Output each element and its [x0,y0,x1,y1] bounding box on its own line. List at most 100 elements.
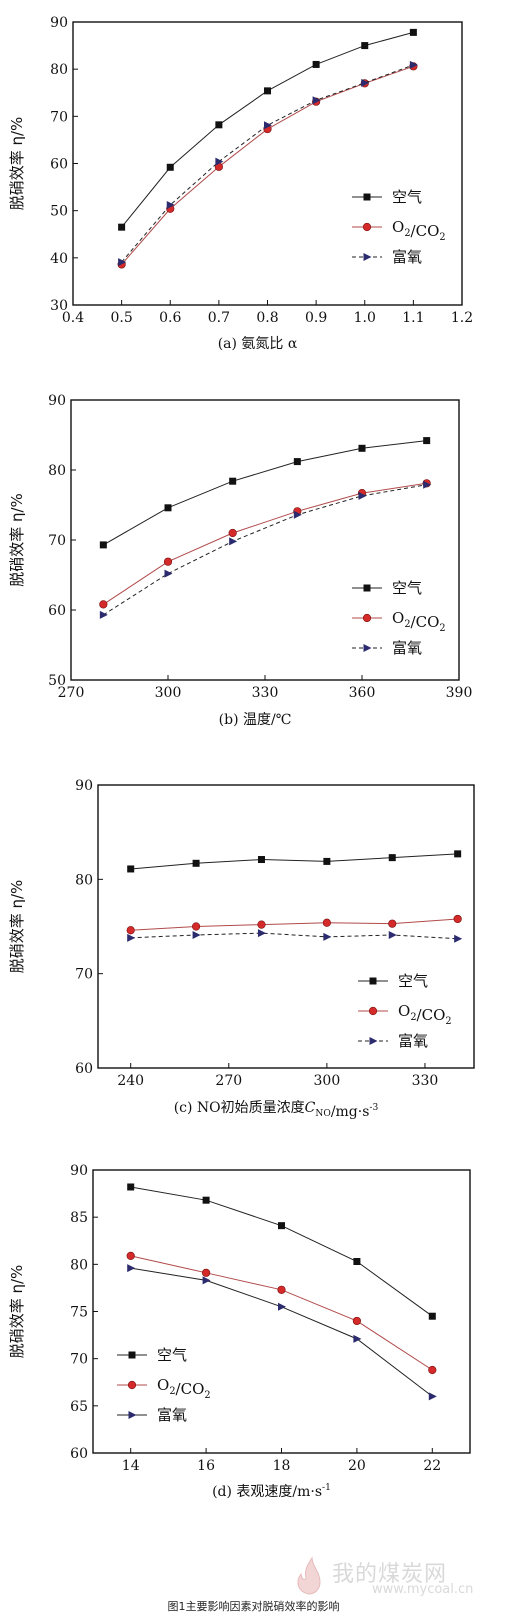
data-point [202,1196,210,1204]
legend-marker [363,584,371,592]
x-tick-label: 20 [348,1458,366,1474]
legend-marker [128,1351,136,1359]
y-tick-label: 90 [50,15,68,31]
data-point [353,1334,362,1343]
data-point [388,930,397,939]
series-line [103,482,427,605]
series-line [130,918,458,931]
y-tick-label: 80 [70,1257,88,1273]
data-point [423,437,431,445]
data-point [127,1183,135,1191]
series-air [127,850,462,873]
x-tick-label: 360 [349,685,376,701]
data-point [358,444,366,452]
legend-marker [128,1411,137,1419]
y-tick-label: 70 [70,1352,88,1368]
series-oxygen [127,929,463,943]
legend-label: 空气 [392,188,422,206]
data-point [192,930,201,939]
flame-logo-icon [297,1556,321,1595]
data-point [99,600,108,609]
legend-label: 富氧 [392,639,422,657]
data-point [312,60,320,68]
data-point [352,1316,362,1326]
y-tick-label: 85 [70,1210,88,1226]
x-tick-label: 0.6 [159,310,181,326]
y-tick-label: 70 [50,109,68,125]
series-o2co2 [126,914,462,935]
series-line [103,484,427,616]
chart-panel-a: 0.4 0.5 0.6 0.7 0.8 0.9 1.0 1.1 1.2 30 40 50 60 70 80 9… [8,15,473,352]
x-tick-label: 300 [314,1073,341,1089]
legend-marker [127,1380,137,1390]
x-tick-label: 330 [412,1073,439,1089]
data-point [409,28,417,36]
legend-label: O2/CO2 [398,1002,452,1027]
legend-marker [363,644,372,652]
data-point [323,932,332,941]
data-point [278,1222,285,1230]
data-point [215,157,224,166]
y-tick-label: 70 [48,533,66,549]
data-point [229,537,238,546]
x-tick-label: 1.0 [354,310,376,326]
series-o2co2 [99,479,431,609]
y-tick-label: 60 [70,1446,88,1462]
data-point [278,1302,286,1311]
data-point [127,1264,136,1273]
data-point [264,87,271,95]
data-point [428,1392,437,1401]
data-point [191,922,201,931]
legend-label: O2/CO2 [392,609,446,634]
plot-frame [92,1169,471,1454]
data-point [164,569,173,578]
data-point [228,528,237,538]
legend-marker [363,193,371,201]
legend: 空气 O2/CO2 富氧 [352,579,446,657]
x-tick-label: 390 [446,685,473,701]
legend-label: 空气 [398,972,428,990]
series-oxygen [99,480,432,619]
y-tick-label: 90 [70,1163,88,1179]
watermark-url: www.mycoal.cn [372,1582,474,1597]
legend-marker [369,977,377,985]
series-line [103,440,427,546]
y-tick-label: 60 [48,603,66,619]
x-tick-label: 0.4 [62,310,84,326]
y-tick-label: 90 [48,393,66,409]
series-air [99,437,431,549]
x-axis-caption: (b) 温度/℃ [219,712,292,728]
data-point [163,557,173,566]
data-point [312,96,321,105]
watermark: 我的煤炭网 www.mycoal.cn [292,1556,502,1598]
series-line [130,932,458,940]
watermark-text: 我的煤炭网 [332,1562,448,1587]
y-tick-label: 40 [50,251,68,267]
x-tick-label: 270 [215,1073,242,1089]
legend-label: 富氧 [398,1032,428,1050]
x-tick-label: 0.9 [305,310,327,326]
data-point [166,163,174,171]
plot-frame [97,784,475,1069]
y-axis-label: 脱硝效率 η/% [8,117,26,211]
x-axis-caption: (d) 表观速度/m·s-1 [212,1483,331,1500]
data-point [126,1251,135,1260]
data-point [215,121,223,129]
x-tick-label: 1.2 [451,310,473,326]
data-point [409,60,418,69]
data-point [99,541,107,549]
data-point [118,258,127,267]
y-tick-label: 70 [75,967,93,983]
chart-panel-b: 270 300 330 360 390 50 60 70 80 90 脱硝效率 η/% (b) 温度/… [8,393,472,728]
y-tick-label: 80 [50,62,68,78]
data-point [257,920,266,929]
plot-frame [70,399,460,681]
legend: 空气 O2/CO2 富氧 [352,188,446,266]
y-tick-label: 65 [70,1399,88,1415]
y-tick-label: 90 [75,778,93,794]
series-oxygen [118,60,418,267]
x-tick-label: 1.1 [402,310,424,326]
data-point [277,1285,286,1294]
x-tick-label: 270 [58,685,85,701]
